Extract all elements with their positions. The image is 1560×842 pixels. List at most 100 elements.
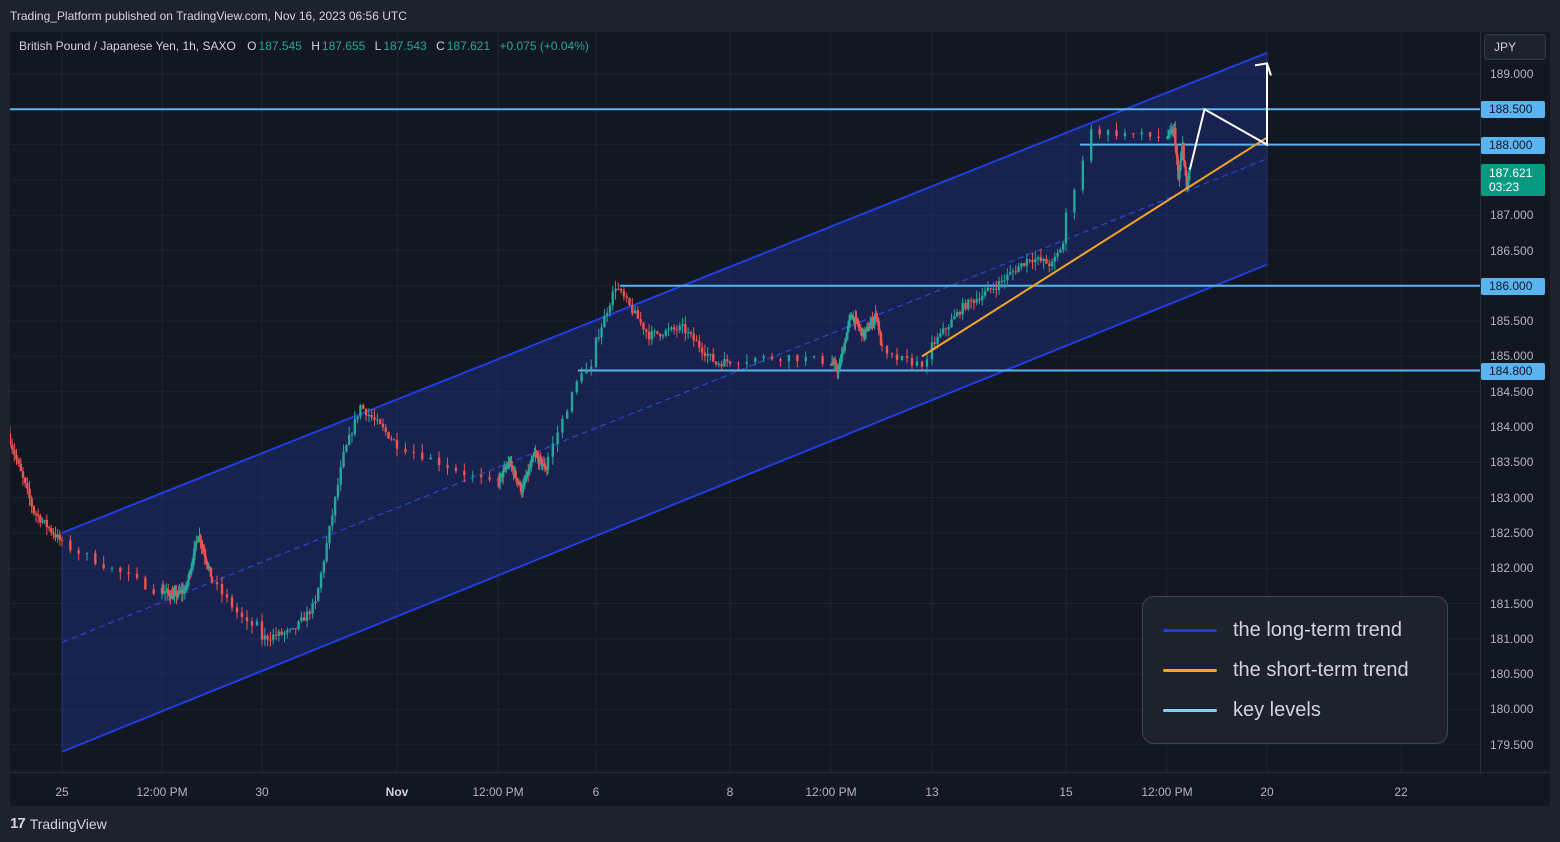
candle-down [1176, 154, 1179, 165]
candle-up [193, 548, 196, 561]
candle-down [712, 354, 715, 362]
candle-down [645, 329, 648, 332]
candle-down [720, 363, 723, 367]
candle-up [706, 354, 709, 356]
symbol-name[interactable]: British Pound / Japanese Yen, 1h, SAXO [19, 39, 236, 53]
projection-path [1188, 63, 1268, 170]
candle-up [1025, 259, 1029, 266]
candle-down [1148, 132, 1152, 137]
price-scale[interactable] [1480, 32, 1550, 772]
time-tick: 30 [255, 785, 269, 799]
candle-up [173, 592, 176, 595]
candle-down [387, 431, 390, 439]
candle-up [1165, 137, 1169, 139]
candle-up [864, 328, 868, 332]
candle-down [245, 617, 249, 622]
candle-up [838, 362, 841, 370]
long-term-channel-median [61, 158, 1268, 643]
open-label: O [247, 39, 257, 53]
tradingview-logo[interactable]: 17 TradingView [10, 815, 107, 832]
chart-pane[interactable] [10, 32, 1480, 772]
candle-down [1014, 271, 1017, 273]
symbol-legend: British Pound / Japanese Yen, 1h, SAXO O… [19, 39, 595, 53]
candle-down [269, 639, 272, 641]
candle-down [1115, 130, 1118, 137]
candle-up [556, 432, 559, 444]
candle-down [1132, 133, 1135, 135]
time-scale[interactable] [10, 772, 1550, 806]
candle-down [944, 328, 948, 330]
candle-down [404, 448, 407, 453]
candle-down [978, 298, 981, 301]
candle-up [529, 466, 532, 469]
last-price-badge: 187.621 03:23 [1481, 164, 1545, 196]
candle-up [603, 315, 606, 328]
candle-down [622, 290, 626, 297]
candle-down [910, 358, 914, 366]
candle-up [1003, 280, 1006, 282]
candle-down [102, 564, 105, 569]
candle-down [175, 591, 178, 597]
candle-up [538, 457, 541, 464]
time-tick: 25 [55, 785, 69, 799]
candle-up [342, 451, 345, 467]
last-price-countdown: 03:23 [1489, 180, 1520, 194]
candlestick-chart[interactable] [10, 32, 1480, 772]
long-term-channel-lower [61, 263, 1268, 753]
candle-down [689, 332, 693, 334]
candle-up [681, 324, 684, 326]
candle-down [280, 631, 283, 635]
candle-up [650, 331, 654, 340]
candle-down [209, 567, 213, 577]
candle-down [700, 347, 704, 353]
price-tick: 180.000 [1490, 702, 1534, 717]
candle-up [339, 466, 342, 485]
legend-row-long-term: the long-term trend [1163, 619, 1402, 642]
legend-row-key-levels: key levels [1163, 699, 1321, 722]
candle-up [546, 456, 550, 471]
currency-button[interactable]: JPY [1484, 34, 1546, 60]
candle-up [983, 291, 987, 296]
candle-up [709, 354, 712, 356]
candle-up [322, 561, 326, 573]
candle-down [479, 474, 483, 478]
legend-row-short-term: the short-term trend [1163, 659, 1409, 682]
trend-legend: the long-term trend the short-term trend… [1142, 596, 1448, 744]
candle-up [1042, 258, 1045, 261]
candle-down [378, 419, 382, 424]
candle-down [199, 535, 202, 544]
candle-down [58, 534, 62, 540]
candle-down [895, 354, 899, 360]
bottom-bar: 17 TradingView [0, 806, 1560, 842]
candle-up [873, 317, 876, 322]
candle-up [1006, 274, 1009, 281]
candle-up [986, 287, 990, 292]
candle-up [367, 414, 371, 416]
candle-down [10, 434, 12, 445]
candle-up [804, 357, 807, 362]
candle-up [1172, 129, 1175, 135]
candle-down [235, 607, 239, 613]
candle-up [854, 317, 857, 324]
candle-up [85, 553, 89, 555]
candle-down [510, 460, 513, 467]
price-tick: 181.000 [1490, 631, 1534, 646]
candle-down [647, 331, 651, 340]
candle-up [1187, 172, 1191, 181]
candle-down [920, 361, 924, 367]
close-value: 187.621 [446, 39, 491, 53]
candle-up [608, 305, 612, 313]
candle-up [523, 480, 527, 482]
candle-up [110, 567, 114, 569]
candle-up [947, 327, 950, 330]
candle-down [514, 470, 517, 478]
candle-down [698, 341, 701, 348]
candle-down [672, 327, 676, 330]
candle-down [446, 465, 449, 468]
candle-down [230, 597, 234, 608]
candle-up [745, 362, 749, 364]
candle-down [54, 534, 57, 538]
candle-up [953, 316, 956, 320]
key-level-badge: 188.000 [1481, 136, 1545, 154]
candle-up [843, 342, 847, 352]
